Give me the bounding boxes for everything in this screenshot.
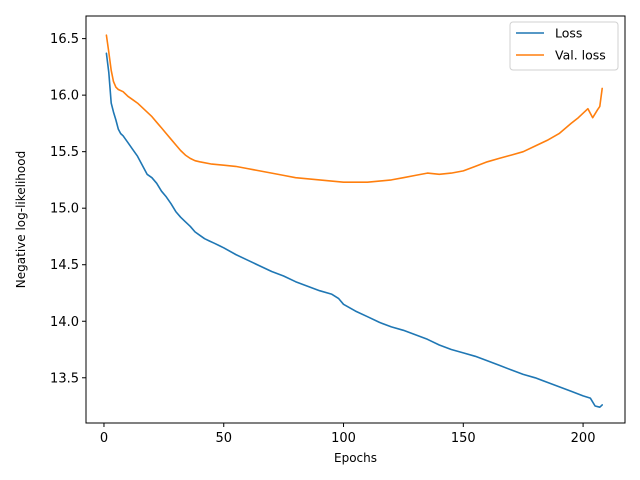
legend: Loss Val. loss [509,21,619,71]
x-tick-label: 200 [571,431,596,446]
y-tick-label: 15.5 [50,145,79,160]
y-tick-label: 14.0 [50,315,79,330]
legend-box [509,21,619,71]
x-tick-label: 50 [215,431,232,446]
y-tick-label: 16.0 [50,89,79,104]
y-tick-label: 16.5 [50,32,79,47]
plot-frame [85,15,626,424]
y-tick-label: 15.0 [50,202,79,217]
series-layer [105,34,604,409]
x-tick-label: 0 [100,431,108,446]
series-line-val-loss [105,34,604,183]
y-axis-ticks: 13.5 14.0 14.5 15.0 15.5 16.0 16.5 [50,32,86,386]
series-line-loss [105,52,604,409]
x-tick-label: 100 [331,431,356,446]
x-tick-label: 150 [451,431,476,446]
legend-label-loss: Loss [555,26,582,41]
x-axis-label: Epochs [334,451,377,465]
y-axis-label: Negative log-likelihood [14,151,28,288]
y-tick-label: 14.5 [50,258,79,273]
plot-area [86,16,625,423]
legend-label-val-loss: Val. loss [555,48,606,63]
x-axis-ticks: 0 50 100 150 200 [100,423,596,446]
y-tick-label: 13.5 [50,371,79,386]
